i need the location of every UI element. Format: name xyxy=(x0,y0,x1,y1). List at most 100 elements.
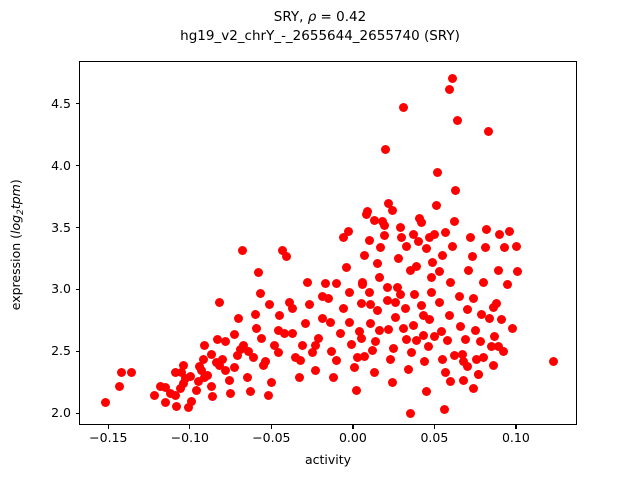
scatter-point xyxy=(193,376,203,386)
scatter-point xyxy=(364,287,374,297)
scatter-point xyxy=(117,368,127,378)
scatter-point xyxy=(413,237,423,247)
scatter-point xyxy=(402,241,412,251)
scatter-point xyxy=(156,381,166,391)
scatter-point xyxy=(434,297,444,307)
scatter-point xyxy=(426,272,436,282)
scatter-point xyxy=(462,305,472,315)
scatter-point xyxy=(423,342,433,352)
scatter-point xyxy=(325,317,335,327)
scatter-point xyxy=(454,291,464,301)
scatter-point xyxy=(206,381,216,391)
scatter-point xyxy=(438,354,448,364)
scatter-point xyxy=(462,362,472,372)
scatter-point xyxy=(342,263,352,273)
y-tick-label: 2.5 xyxy=(51,343,71,359)
scatter-point xyxy=(328,373,338,383)
scatter-point xyxy=(405,409,415,419)
x-tick-label: −0.15 xyxy=(89,430,128,445)
scatter-point xyxy=(185,371,195,381)
scatter-point xyxy=(434,266,444,276)
scatter-point xyxy=(428,258,438,268)
scatter-point xyxy=(356,298,366,308)
scatter-point xyxy=(408,229,418,239)
scatter-point xyxy=(461,334,471,344)
x-tick-label: 0.10 xyxy=(501,430,530,445)
scatter-point xyxy=(198,354,208,364)
scatter-point xyxy=(170,368,180,378)
scatter-point xyxy=(149,390,159,400)
scatter-point xyxy=(257,333,267,343)
scatter-point xyxy=(508,323,518,333)
x-axis-label: activity xyxy=(304,452,352,467)
scatter-point xyxy=(410,290,420,300)
scatter-point xyxy=(218,354,228,364)
scatter-point xyxy=(265,300,275,310)
scatter-point xyxy=(438,250,448,260)
scatter-point xyxy=(232,350,242,360)
scatter-point xyxy=(284,297,294,307)
y-tick-mark xyxy=(75,288,79,291)
scatter-point xyxy=(363,207,373,217)
scatter-point xyxy=(345,317,355,327)
scatter-point xyxy=(335,328,345,338)
scatter-point xyxy=(417,301,426,311)
scatter-point xyxy=(478,353,488,363)
scatter-point xyxy=(221,337,231,347)
scatter-point xyxy=(493,265,503,275)
scatter-point xyxy=(317,313,327,323)
scatter-point xyxy=(493,342,503,352)
scatter-point xyxy=(364,235,374,245)
scatter-point xyxy=(320,279,330,289)
scatter-point xyxy=(192,385,202,395)
scatter-point xyxy=(302,277,312,287)
scatter-point xyxy=(382,282,392,292)
scatter-point xyxy=(420,357,430,367)
scatter-point xyxy=(236,344,246,354)
scatter-point xyxy=(430,229,440,239)
scatter-point xyxy=(229,363,239,373)
title-gene-prefix: SRY, xyxy=(273,9,308,25)
scatter-point xyxy=(405,265,415,275)
scatter-point xyxy=(470,326,480,336)
scatter-point xyxy=(369,215,379,225)
scatter-point xyxy=(237,245,247,255)
scatter-point xyxy=(214,360,224,370)
scatter-point xyxy=(418,331,428,341)
scatter-point xyxy=(430,332,440,342)
scatter-point xyxy=(488,302,498,312)
scatter-point xyxy=(255,289,265,299)
scatter-point xyxy=(371,337,381,347)
scatter-point xyxy=(179,360,188,370)
y-axis-label-subscript: 2 xyxy=(15,209,26,215)
scatter-point xyxy=(180,374,190,384)
x-tick-mark xyxy=(270,425,272,429)
scatter-point xyxy=(464,265,474,275)
scatter-point xyxy=(511,241,521,251)
scatter-point xyxy=(386,354,396,364)
scatter-point xyxy=(403,364,413,374)
scatter-point xyxy=(195,362,205,372)
scatter-point xyxy=(226,389,236,399)
scatter-point xyxy=(224,375,234,385)
scatter-point xyxy=(301,318,311,328)
scatter-point xyxy=(273,326,283,336)
x-tick-mark xyxy=(352,425,354,429)
scatter-point xyxy=(304,300,314,310)
scatter-point xyxy=(369,368,379,378)
scatter-point xyxy=(449,350,459,360)
x-tick-label: 0.00 xyxy=(338,430,367,445)
scatter-point xyxy=(177,368,187,378)
scatter-point xyxy=(469,293,479,303)
scatter-point xyxy=(294,373,304,383)
scatter-point xyxy=(353,353,363,363)
scatter-point xyxy=(332,279,342,289)
y-tick-label: 3.0 xyxy=(51,281,71,297)
scatter-point xyxy=(469,384,479,394)
scatter-point xyxy=(373,306,382,316)
scatter-point xyxy=(459,357,469,367)
scatter-point xyxy=(373,259,382,269)
scatter-point xyxy=(332,355,342,365)
scatter-point xyxy=(384,324,394,334)
